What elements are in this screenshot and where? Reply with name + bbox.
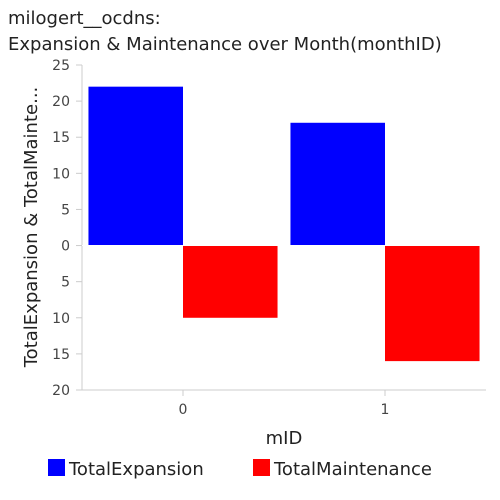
y-tick-label: 5 xyxy=(61,202,70,218)
x-tick-label: 0 xyxy=(179,402,188,418)
y-tick-label: 25 xyxy=(52,58,70,74)
bar-TotalExpansion-0 xyxy=(88,86,183,246)
y-tick-label: 10 xyxy=(52,311,70,327)
x-axis-label: mID xyxy=(266,428,303,449)
bar-TotalMaintenance-1 xyxy=(385,245,480,362)
bar-TotalMaintenance-0 xyxy=(183,245,278,318)
legend: TotalExpansion TotalMaintenance xyxy=(48,459,432,480)
legend-swatch-TotalExpansion xyxy=(48,459,65,476)
y-tick-label: 5 xyxy=(61,275,70,291)
legend-label-TotalMaintenance: TotalMaintenance xyxy=(273,459,432,480)
legend-swatch-TotalMaintenance xyxy=(253,459,270,476)
bar-TotalExpansion-1 xyxy=(290,122,385,246)
legend-label-TotalExpansion: TotalExpansion xyxy=(68,459,204,480)
y-tick-label: 0 xyxy=(61,239,70,255)
y-tick-label: 15 xyxy=(52,130,70,146)
y-tick-label: 20 xyxy=(52,94,70,110)
chart-title-line2: Expansion & Maintenance over Month(month… xyxy=(8,34,442,55)
y-tick-label: 10 xyxy=(52,166,70,182)
plot-area: 25 20 15 10 5 0 5 10 15 20 0 1 xyxy=(52,58,486,418)
x-tick-label: 1 xyxy=(381,402,390,418)
chart-title-line1: milogert__ocdns: xyxy=(8,8,161,29)
y-axis-label: TotalExpansion & TotalMainte... xyxy=(21,87,42,369)
y-tick-label: 20 xyxy=(52,383,70,399)
y-tick-label: 15 xyxy=(52,347,70,363)
